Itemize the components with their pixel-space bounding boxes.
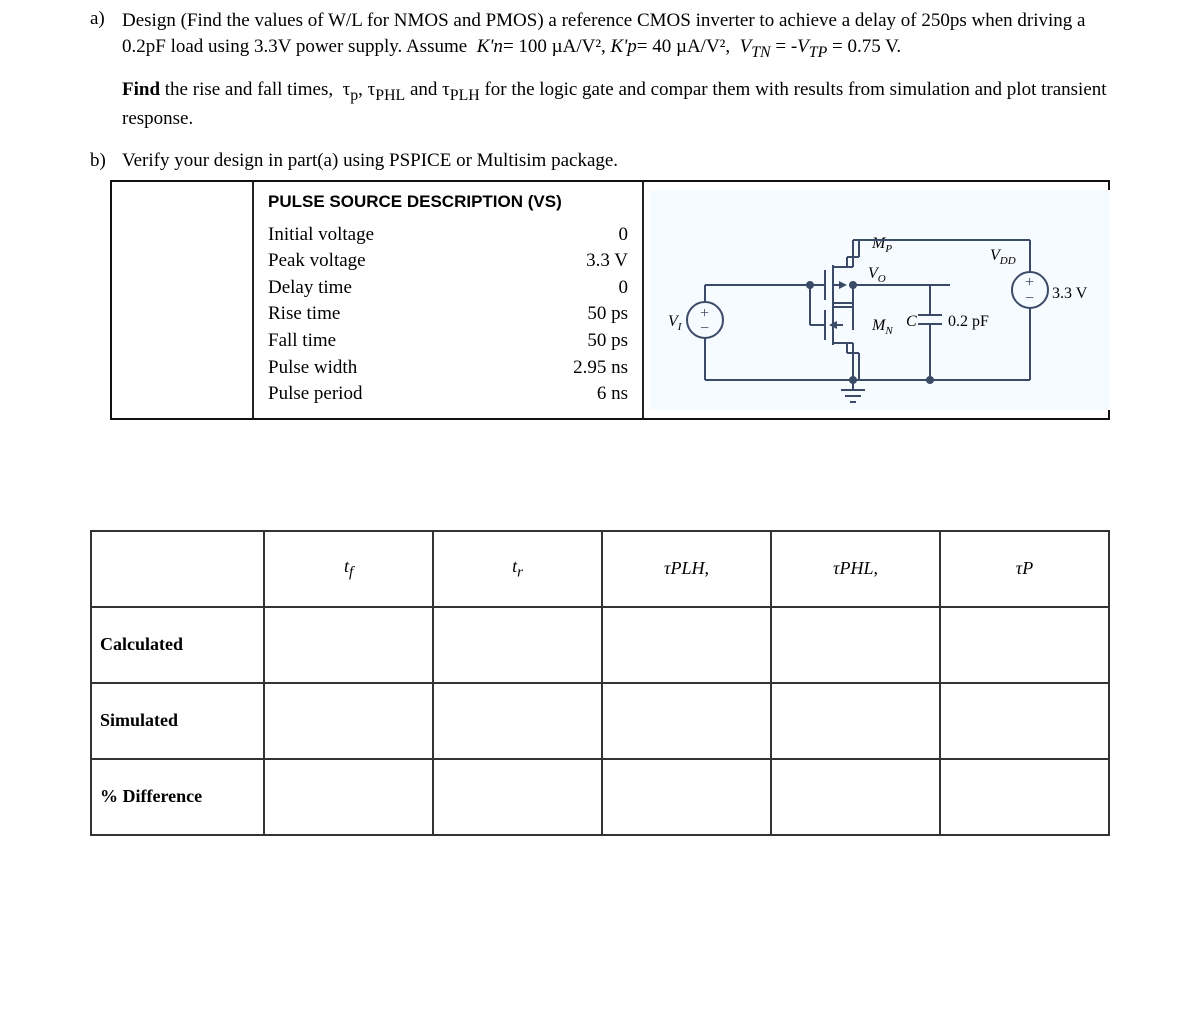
svg-text:−: −: [1025, 290, 1034, 307]
spec-box: PULSE SOURCE DESCRIPTION (VS) Initial vo…: [110, 180, 1110, 420]
spec-spacer: [112, 182, 254, 418]
item-a-text: Design (Find the values of W/L for NMOS …: [122, 8, 1110, 63]
row-diff: % Difference: [91, 759, 1109, 835]
item-b-label: b): [90, 150, 122, 172]
results-header-row: tf tr τPLH, τPHL, τP: [91, 531, 1109, 607]
row-calculated: Calculated: [91, 607, 1109, 683]
circuit-diagram: + − VI: [644, 182, 1116, 418]
pulse-row: Peak voltage3.3 V: [268, 248, 628, 275]
col-tf: tf: [264, 531, 433, 607]
col-tplh: τPLH,: [602, 531, 771, 607]
pulse-row: Pulse width2.95 ns: [268, 355, 628, 382]
item-a-label: a): [90, 8, 122, 146]
pulse-row: Delay time0: [268, 275, 628, 302]
pulse-row: Rise time50 ps: [268, 301, 628, 328]
item-a-body: Design (Find the values of W/L for NMOS …: [122, 8, 1110, 146]
svg-text:0.2 pF: 0.2 pF: [948, 313, 989, 330]
svg-text:3.3 V: 3.3 V: [1052, 285, 1088, 302]
pulse-row: Initial voltage0: [268, 222, 628, 249]
results-table: tf tr τPLH, τPHL, τP Calculated Simulate…: [90, 530, 1110, 836]
pulse-table: PULSE SOURCE DESCRIPTION (VS) Initial vo…: [254, 182, 644, 418]
svg-text:C: C: [906, 313, 917, 330]
item-a: a) Design (Find the values of W/L for NM…: [90, 8, 1110, 146]
item-b: b) Verify your design in part(a) using P…: [90, 150, 1110, 172]
col-tp: τP: [940, 531, 1109, 607]
item-a-para2: Find the rise and fall times, τp, τPHL a…: [122, 77, 1110, 132]
pulse-title: PULSE SOURCE DESCRIPTION (VS): [268, 192, 628, 212]
item-b-text: Verify your design in part(a) using PSPI…: [122, 150, 1110, 172]
pulse-row: Fall time50 ps: [268, 328, 628, 355]
svg-text:−: −: [700, 320, 709, 337]
svg-text:+: +: [1025, 274, 1034, 291]
col-tr: tr: [433, 531, 602, 607]
results-corner: [91, 531, 264, 607]
col-tphl: τPHL,: [771, 531, 940, 607]
pulse-row: Pulse period6 ns: [268, 381, 628, 408]
row-simulated: Simulated: [91, 683, 1109, 759]
